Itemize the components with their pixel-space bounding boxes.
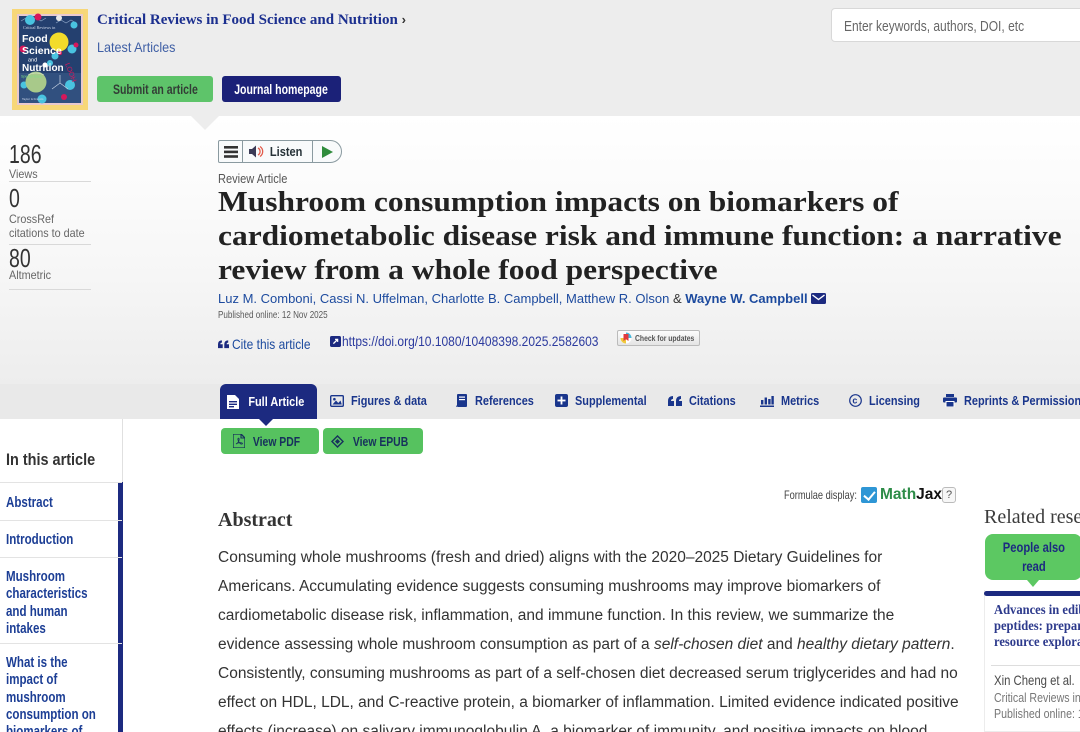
svg-text:Taylor & Francis: Taylor & Francis xyxy=(22,97,44,101)
svg-text:Food: Food xyxy=(22,33,48,45)
svg-text:c: c xyxy=(852,396,857,406)
svg-text:Critical Reviews in: Critical Reviews in xyxy=(23,25,56,30)
svg-text:and: and xyxy=(28,58,37,64)
svg-text:Science: Science xyxy=(22,45,62,57)
svg-text:Nutrition: Nutrition xyxy=(22,63,64,74)
svg-text:Special Issue: Special Issue xyxy=(21,75,42,79)
